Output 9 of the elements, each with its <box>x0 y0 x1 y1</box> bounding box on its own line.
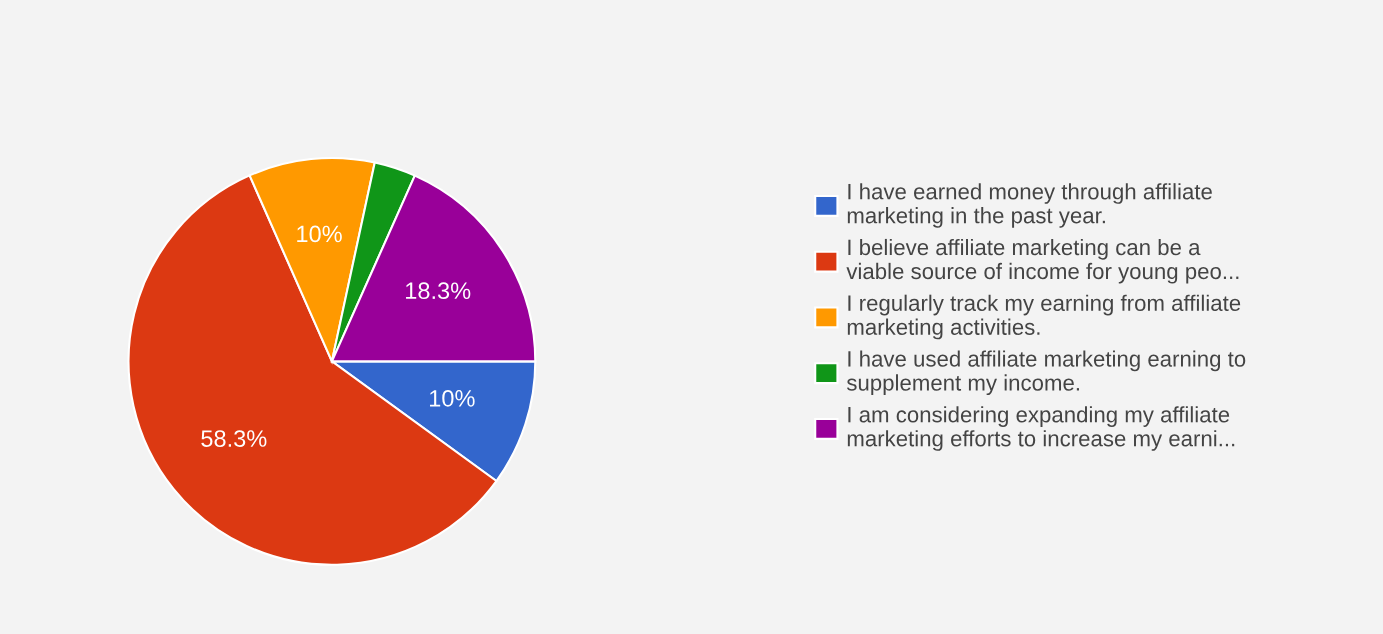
legend-label: I have earned money through affiliate marketing in the past year. <box>847 183 1212 228</box>
data-label: 58.3% <box>201 430 267 447</box>
legend-label: I believe affiliate marketing can be a viable source of income for young peo... <box>846 238 1239 284</box>
data-label: 18.3% <box>406 282 471 300</box>
legend-label: I am considering expanding my affiliate marketing efforts to increase my earni... <box>847 406 1235 451</box>
data-label: 10% <box>297 225 342 243</box>
data-label: 10% <box>430 390 475 407</box>
legend-label: I have used affiliate marketing earning to supplement my income. <box>846 350 1246 396</box>
legend-label: I regularly track my earning from affiliate marketing activities. <box>847 294 1241 340</box>
